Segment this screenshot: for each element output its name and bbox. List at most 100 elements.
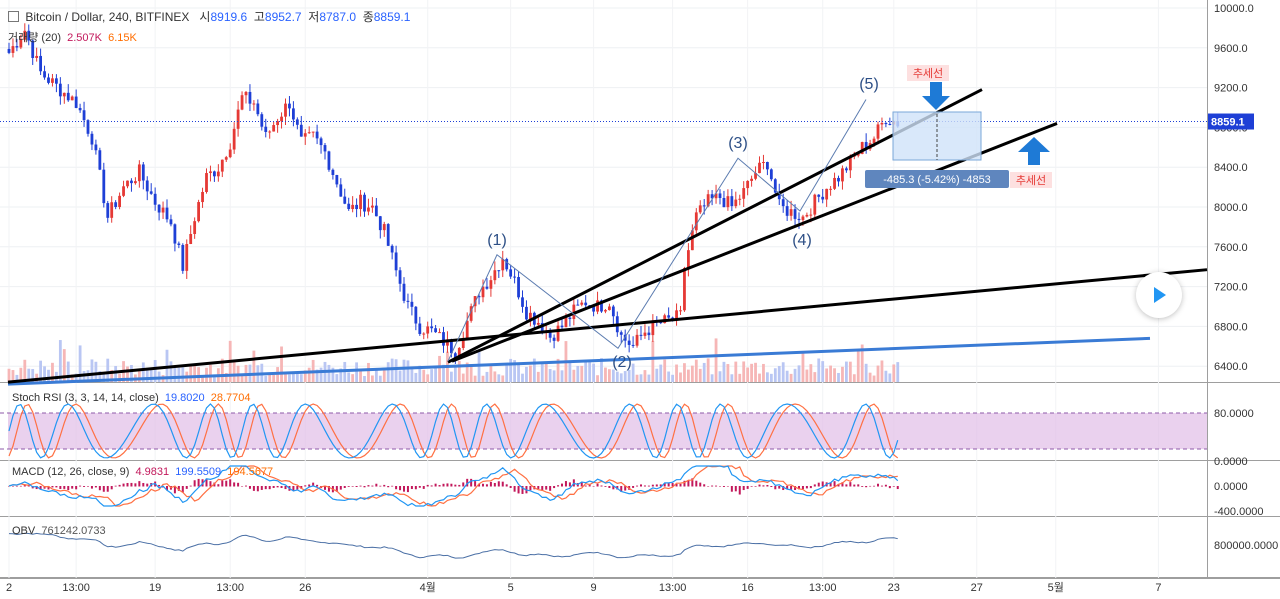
price-tick-label: 6400.0 [1214,361,1248,373]
volume-bar [457,360,461,382]
volume-bar [627,369,631,382]
measure-tooltip [865,170,1009,188]
time-tick-label: 7 [1155,582,1161,594]
candle-body [232,128,236,150]
macd-hist-bar [592,486,595,487]
candle-body [667,315,671,318]
candle-body [722,198,726,208]
candle-body [347,203,351,210]
candle-body [224,157,228,160]
macd-hist-bar [505,484,508,487]
macd-hist-bar [734,486,737,492]
volume-bar [888,373,892,382]
candle-body [86,120,90,134]
volume-bar [667,371,671,382]
candle-body [888,124,892,126]
macd-hist-bar [387,486,390,488]
candle-body [382,224,386,231]
volume-bar [497,374,501,382]
volume-bar [710,374,714,382]
candle-body [687,250,690,269]
volume-bar [284,374,287,382]
candle-body [461,339,465,348]
candle-body [750,178,753,181]
volume-bar [730,374,734,382]
macd-hist-bar [805,486,808,489]
volume-bar [548,369,552,382]
volume-bar [536,371,540,382]
candle-body [339,184,343,197]
legend-toggle-icon[interactable] [8,11,19,22]
candle-body [137,164,141,182]
macd-hist-bar [509,486,512,488]
volume-bar [327,364,331,382]
volume-bar [51,362,54,382]
macd-hist-bar [722,486,725,487]
macd-hist-bar [229,479,232,487]
volume-bar [272,374,276,382]
low-value: 8787.0 [319,10,357,24]
macd-hist-bar [185,486,188,489]
macd-hist-bar [489,481,492,487]
volume-bar [367,362,370,382]
candle-body [758,162,761,174]
macd-hist-bar [624,486,627,491]
macd-hist-bar [343,486,346,488]
volume-bar [481,375,485,382]
volume-bar [177,367,181,382]
macd-hist-bar [636,485,639,487]
candle-body [410,301,414,307]
macd-hist-bar [888,486,891,489]
macd-hist-bar [363,486,366,488]
macd-hist-bar [643,485,646,487]
macd-signal-value: 194.5677 [227,466,274,478]
candle-body [177,243,181,245]
candle-body [513,276,516,278]
volume-bar [635,374,639,382]
volume-bar [734,361,738,382]
volume-bar [580,365,584,382]
macd-hist-bar [770,486,773,488]
play-button[interactable] [1136,272,1182,318]
macd-hist-bar [861,486,864,487]
macd-hist-bar [130,482,133,487]
volume-bar [521,373,524,382]
volume-bar [90,359,94,382]
volume-bar [62,349,66,382]
volume-bar [489,365,493,382]
macd-hist-bar [375,483,378,487]
volume-bar [714,338,718,382]
candle-body [584,302,588,306]
macd-hist-bar [399,486,402,491]
volume-bar [394,359,398,382]
candle-body [23,30,27,40]
price-tick-label: 7600.0 [1214,242,1248,254]
macd-hist-bar [671,483,674,487]
volume-value: 2.507K [67,32,102,44]
symbol-legend: Bitcoin / Dollar, 240, BITFINEX 시8919.6 … [8,8,410,25]
macd-hist-bar [549,486,552,491]
candle-body [90,133,94,145]
macd-hist-bar [264,486,267,490]
candle-body [509,269,513,277]
volume-bar [197,367,200,382]
macd-hist-bar [553,486,556,489]
volume-bar [596,375,599,382]
time-tick-label: 13:00 [659,582,687,594]
volume-bar [66,361,70,382]
volume-bar [418,365,422,382]
candle-body [157,204,161,213]
candle-body [497,270,501,272]
volume-bar [517,363,520,382]
macd-hist-bar [478,483,481,487]
volume-bar [552,370,556,382]
volume-bar [181,367,185,382]
candle-body [106,203,110,218]
volume-bar [35,373,39,382]
macd-hist-bar [118,484,121,487]
candle-body [374,205,378,217]
macd-hist-bar [462,482,465,487]
candle-body [228,149,232,158]
candle-body [777,192,781,200]
